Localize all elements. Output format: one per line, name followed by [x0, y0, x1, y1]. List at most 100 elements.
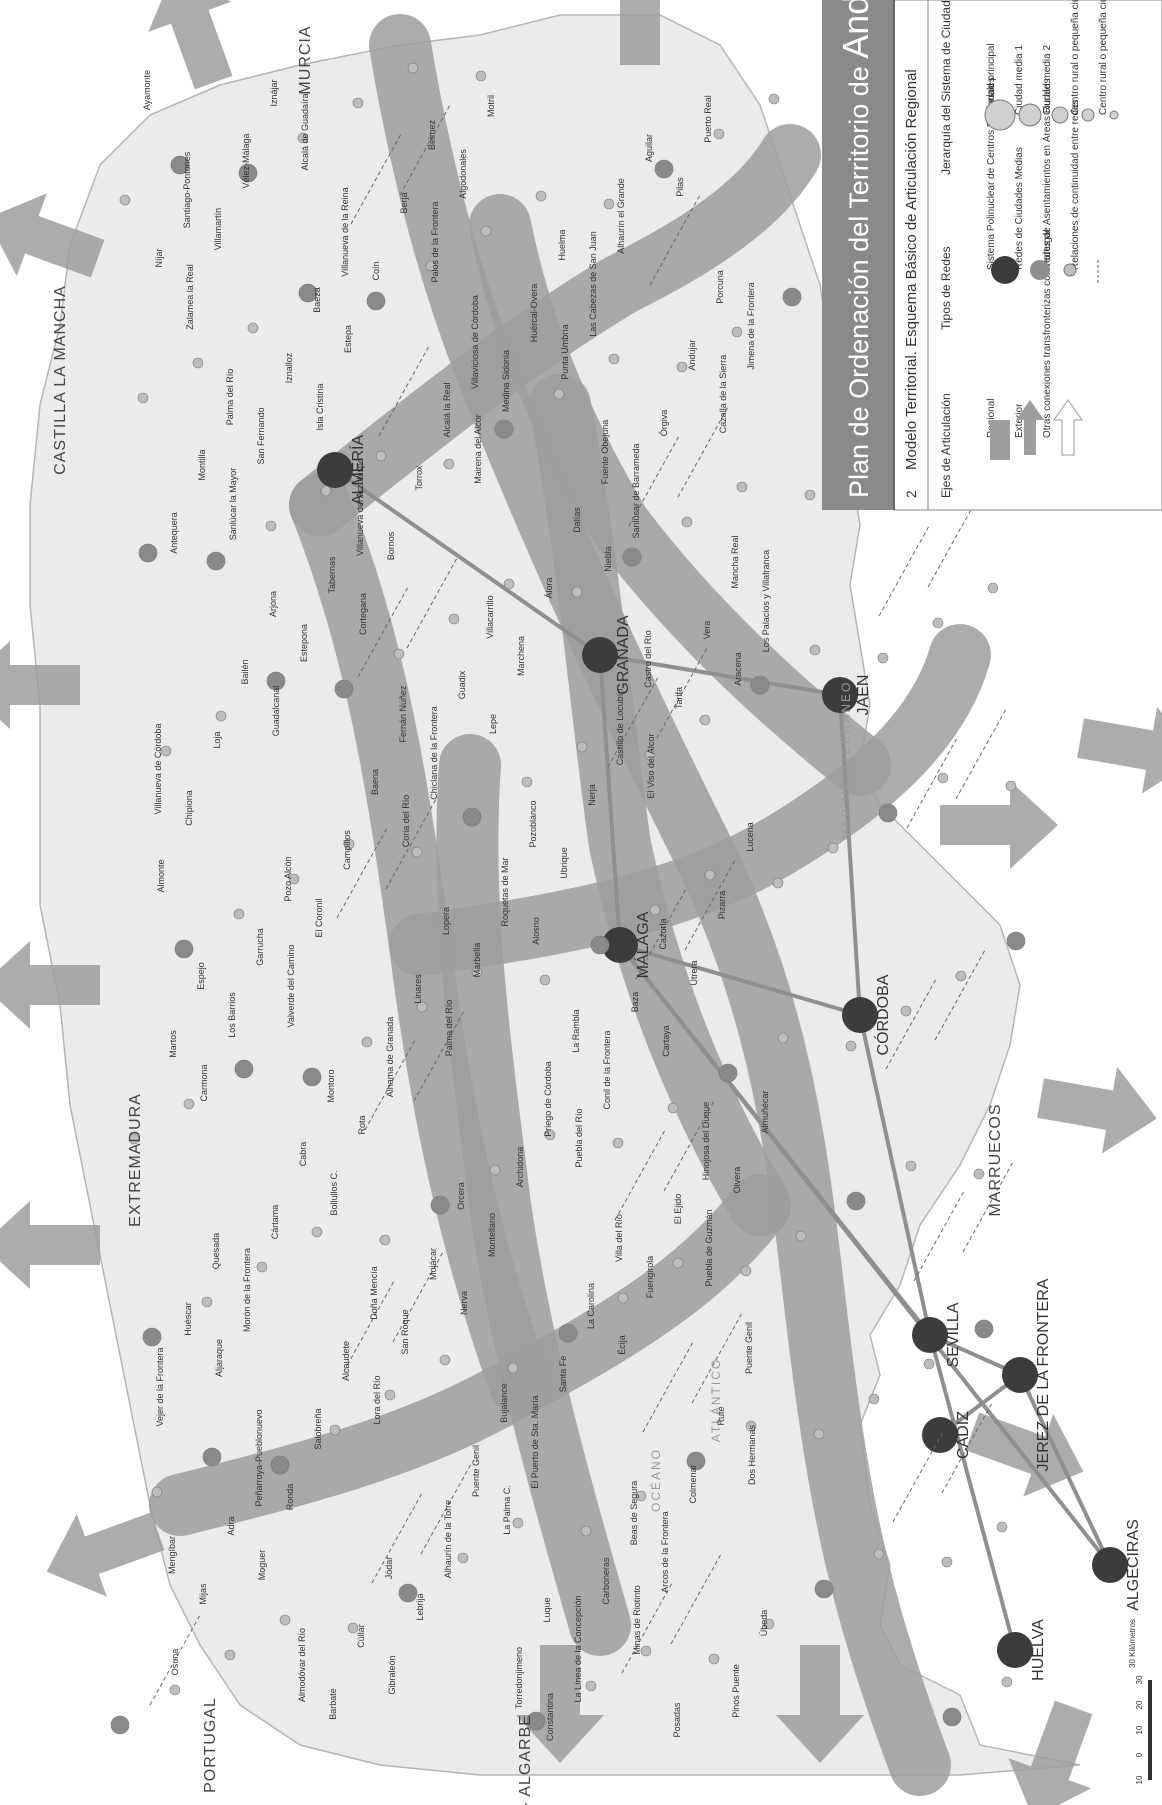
- city-node: [736, 481, 748, 493]
- city-node: [160, 745, 172, 757]
- city-node: [973, 1168, 985, 1180]
- city-node: [942, 1707, 962, 1727]
- city-node: [955, 970, 967, 982]
- city-label: Sanlúcar la Mayor: [228, 468, 238, 541]
- continuity-link: [336, 827, 388, 919]
- continuity-link: [621, 1582, 673, 1674]
- city-label: Baena: [370, 769, 380, 795]
- city-label: Espejo: [196, 962, 206, 990]
- city-node: [644, 749, 656, 761]
- city-label: Huelma: [557, 229, 567, 260]
- city-label: Montoro: [326, 1069, 336, 1102]
- continuity-link: [656, 647, 708, 739]
- city-label: Carmona: [199, 1064, 209, 1101]
- scale-tick: 20: [1135, 1700, 1144, 1709]
- city-label: Barbate: [328, 1688, 338, 1720]
- city-node: [923, 1358, 935, 1370]
- capital-label: CÁDIZ: [953, 1411, 972, 1459]
- map-title: Plan de Ordenación del Territorio de And…: [835, 0, 876, 498]
- city-label: Las Cabezas de San Juan: [588, 231, 598, 337]
- city-label: La Carolina: [586, 1283, 596, 1329]
- city-node: [379, 1234, 391, 1246]
- city-node: [608, 353, 620, 365]
- city-label: Cazorla: [658, 918, 668, 949]
- continuity-link: [934, 949, 986, 1041]
- city-label: Nerja: [587, 784, 597, 806]
- city-label: Bujalance: [499, 1383, 509, 1423]
- city-label: Salobreña: [313, 1408, 323, 1449]
- exterior-arrow-0: [1008, 1700, 1093, 1805]
- city-label: Orcera: [456, 1182, 466, 1210]
- redes-heading: Tipos de Redes: [939, 246, 953, 330]
- continuity-link: [413, 1010, 465, 1102]
- city-label: Antequera: [169, 512, 179, 554]
- city-node: [576, 741, 588, 753]
- city-label: Santa Fe: [558, 1356, 568, 1393]
- exterior-arrow-5: [0, 941, 100, 1029]
- exterior-arrow-3: [516, 1645, 604, 1763]
- city-node: [334, 679, 354, 699]
- city-label: Ayamonte: [142, 70, 152, 110]
- city-node: [110, 1715, 130, 1735]
- capital-label: JEREZ DE LA FRONTERA: [1035, 1278, 1052, 1471]
- city-label: Huéscar: [183, 1302, 193, 1336]
- legend-jerarquia-circle: [1018, 103, 1042, 127]
- city-node: [640, 1645, 652, 1657]
- city-node: [667, 1102, 679, 1114]
- city-label: Motril: [486, 95, 496, 117]
- city-node: [617, 1292, 629, 1304]
- city-node: [206, 551, 226, 571]
- section-number: 2: [903, 490, 919, 498]
- city-label: Beas de Segura: [629, 1481, 639, 1546]
- city-node: [256, 1261, 268, 1273]
- city-label: Montilla: [197, 449, 207, 480]
- city-label: Mengíbar: [167, 1536, 177, 1574]
- city-node: [745, 1420, 757, 1432]
- city-label: Baza: [630, 992, 640, 1013]
- city-label: Algodonales: [458, 149, 468, 199]
- city-node: [553, 388, 565, 400]
- city-node: [128, 1133, 140, 1145]
- continuity-link: [642, 1341, 694, 1433]
- city-label: Pilas: [675, 177, 685, 197]
- city-node: [311, 1226, 323, 1238]
- sea-label: OCÉANO: [648, 1448, 663, 1512]
- city-node: [937, 772, 949, 784]
- continuity-link: [941, 1402, 993, 1494]
- city-node: [974, 1319, 994, 1339]
- city-label: Aracena: [733, 652, 743, 686]
- header-band: Plan de Ordenación del Territorio de And…: [822, 0, 929, 511]
- city-node: [704, 869, 716, 881]
- city-label: Jimena de la Frontera: [746, 282, 756, 370]
- redes-item: Relaciones de continuidad entre redes: [1070, 99, 1081, 270]
- city-label: Ubrique: [559, 847, 569, 879]
- city-label: Écija: [617, 1335, 627, 1355]
- city-label: Dalías: [572, 507, 582, 533]
- city-node: [233, 908, 245, 920]
- city-node: [407, 62, 419, 74]
- city-node: [622, 547, 642, 567]
- city-node: [590, 935, 610, 955]
- city-label: San Roque: [400, 1309, 410, 1354]
- continuity-link: [962, 1161, 1014, 1253]
- city-node: [676, 361, 688, 373]
- city-node: [873, 1548, 885, 1560]
- city-node: [900, 1005, 912, 1017]
- ejes-item: Otras conexiones transfronterizas con Po…: [1042, 230, 1053, 438]
- redes-item: Sistema Polinuclear de Centros Regionale…: [986, 77, 997, 270]
- city-label: Colmenar: [688, 1464, 698, 1503]
- city-node: [740, 1265, 752, 1277]
- city-node: [279, 1614, 291, 1626]
- city-node: [366, 291, 386, 311]
- city-label: Vera: [702, 621, 712, 640]
- city-node: [580, 1525, 592, 1537]
- city-label: Utrera: [689, 960, 699, 985]
- regional-corridor-6: [529, 374, 791, 1236]
- city-label: Peñarroya-Pueblonuevo: [254, 1409, 264, 1506]
- legend-jerarquia-circle: [1081, 108, 1095, 122]
- continuity-link: [677, 406, 729, 498]
- city-node: [681, 516, 693, 528]
- city-node: [343, 838, 355, 850]
- city-node: [270, 1455, 290, 1475]
